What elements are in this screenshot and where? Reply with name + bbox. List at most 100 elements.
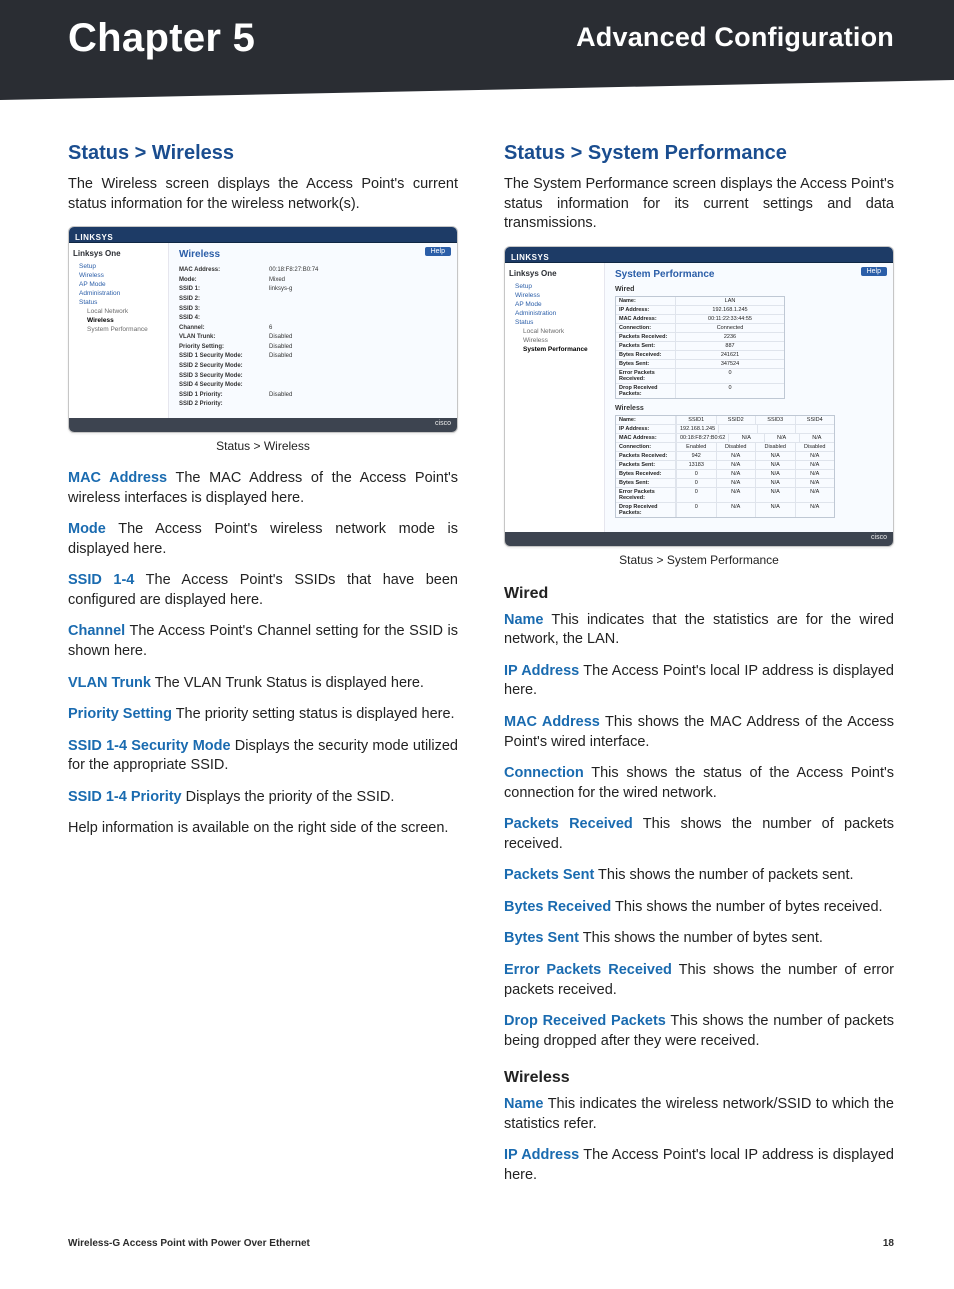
- kv-row: SSID 3 Security Mode:: [179, 372, 449, 382]
- cell-value: Disabled: [795, 443, 835, 451]
- definition-text: The priority setting status is displayed…: [172, 706, 455, 722]
- help-button[interactable]: Help: [425, 247, 451, 256]
- sidebar-item[interactable]: Administration: [73, 289, 164, 298]
- col-header: SSID3: [755, 416, 795, 424]
- definition-para: IP Address The Access Point's local IP a…: [504, 662, 894, 701]
- cell-value: Disabled: [716, 443, 756, 451]
- wired-table: Name:LANIP Address:192.168.1.245MAC Addr…: [615, 296, 785, 399]
- definition-term: Mode: [68, 521, 106, 537]
- cell-key: Packets Sent:: [616, 461, 676, 469]
- definition-para: Name This indicates that the statistics …: [504, 611, 894, 650]
- kv-value: Mixed: [269, 276, 449, 286]
- cell-value: LAN: [676, 297, 784, 305]
- col-header: SSID4: [795, 416, 835, 424]
- definition-para: Drop Received Packets This shows the num…: [504, 1012, 894, 1051]
- definition-para: Mode The Access Point's wireless network…: [68, 520, 458, 559]
- cell-value: N/A: [755, 461, 795, 469]
- table-row: Packets Sent:887: [616, 341, 784, 350]
- cell-value: 13183: [676, 461, 716, 469]
- definition-para: MAC Address The MAC Address of the Acces…: [68, 469, 458, 508]
- screenshot-wireless: LINKSYS Linksys One SetupWirelessAP Mode…: [68, 226, 458, 433]
- definition-term: Connection: [504, 765, 584, 781]
- sidebar-item[interactable]: Local Network: [73, 307, 164, 316]
- kv-row: Mode:Mixed: [179, 276, 449, 286]
- definition-term: IP Address: [504, 1147, 579, 1163]
- table-row: Bytes Sent:347524: [616, 359, 784, 368]
- kv-key: VLAN Trunk:: [179, 333, 269, 343]
- table-header-row: Name:SSID1SSID2SSID3SSID4: [616, 416, 834, 424]
- definition-text: This shows the number of packets sent.: [594, 867, 853, 883]
- cell-value: 00:18:F8:27:B0:62: [676, 434, 728, 442]
- definition-text: This indicates that the statistics are f…: [504, 612, 894, 648]
- definition-term: SSID 1-4: [68, 572, 134, 588]
- page: Chapter 5 Advanced Configuration Status …: [0, 0, 954, 1289]
- cell-key: Name:: [616, 297, 676, 305]
- cell-key: Packets Sent:: [616, 342, 676, 350]
- sidebar-list: SetupWirelessAP ModeAdministrationStatus…: [509, 282, 600, 354]
- kv-value: Disabled: [269, 343, 449, 353]
- definition-term: Packets Received: [504, 816, 633, 832]
- definition-para: SSID 1-4 The Access Point's SSIDs that h…: [68, 571, 458, 610]
- subhead-wired: Wired: [504, 585, 894, 603]
- cell-value: N/A: [795, 479, 835, 487]
- table-row: Connection:EnabledDisabledDisabledDisabl…: [616, 442, 834, 451]
- cell-key: MAC Address:: [616, 315, 676, 323]
- sidebar-item[interactable]: Wireless: [509, 291, 600, 300]
- kv-key: Priority Setting:: [179, 343, 269, 353]
- definition-para: Packets Received This shows the number o…: [504, 815, 894, 854]
- definition-term: MAC Address: [504, 714, 600, 730]
- sidebar-item[interactable]: Wireless: [73, 316, 164, 325]
- kv-row: SSID 2 Security Mode:: [179, 362, 449, 372]
- intro-wireless: The Wireless screen displays the Access …: [68, 175, 458, 214]
- cell-key: Packets Received:: [616, 452, 676, 460]
- kv-value: [269, 372, 449, 382]
- definition-para: Bytes Received This shows the number of …: [504, 898, 894, 918]
- definition-para: Channel The Access Point's Channel setti…: [68, 622, 458, 661]
- sidebar-item[interactable]: Setup: [509, 282, 600, 291]
- cell-key: Bytes Sent:: [616, 479, 676, 487]
- table-row: Packets Received:2236: [616, 332, 784, 341]
- sidebar-item[interactable]: Wireless: [73, 271, 164, 280]
- table-row: Drop Received Packets:0N/AN/AN/A: [616, 502, 834, 517]
- sidebar-item[interactable]: AP Mode: [73, 280, 164, 289]
- table-row: Bytes Received:241621: [616, 350, 784, 359]
- definitions-left: MAC Address The MAC Address of the Acces…: [68, 469, 458, 807]
- cell-value: 887: [676, 342, 784, 350]
- help-button[interactable]: Help: [861, 267, 887, 276]
- sidebar-item[interactable]: Wireless: [509, 336, 600, 345]
- kv-row: SSID 1:linksys-g: [179, 285, 449, 295]
- sidebar-item[interactable]: Setup: [73, 262, 164, 271]
- kv-key: SSID 1 Priority:: [179, 391, 269, 401]
- col-header: SSID2: [716, 416, 756, 424]
- section-title-wireless: Status > Wireless: [68, 142, 458, 165]
- cell-value: [757, 425, 796, 433]
- definition-term: Channel: [68, 623, 125, 639]
- header-right: Advanced Configuration: [576, 22, 894, 53]
- cell-value: 0: [676, 488, 716, 502]
- sidebar-item[interactable]: Status: [509, 318, 600, 327]
- sidebar-item[interactable]: Administration: [509, 309, 600, 318]
- table-row: Drop Received Packets:0: [616, 383, 784, 398]
- wireless-table: Name:SSID1SSID2SSID3SSID4IP Address:192.…: [615, 415, 835, 518]
- table-row: Packets Sent:13183N/AN/AN/A: [616, 460, 834, 469]
- definition-term: MAC Address: [68, 470, 167, 486]
- definition-text: The Access Point's Channel setting for t…: [68, 623, 458, 659]
- cell-value: N/A: [716, 452, 756, 460]
- page-header: Chapter 5 Advanced Configuration: [0, 0, 954, 110]
- cell-key: Name:: [616, 416, 676, 424]
- sidebar-item[interactable]: System Performance: [73, 325, 164, 334]
- wireless-label: Wireless: [615, 405, 885, 412]
- definition-term: Drop Received Packets: [504, 1013, 666, 1029]
- definition-para: Error Packets Received This shows the nu…: [504, 961, 894, 1000]
- sidebar-item[interactable]: AP Mode: [509, 300, 600, 309]
- definition-term: Name: [504, 612, 544, 628]
- sidebar-item[interactable]: Local Network: [509, 327, 600, 336]
- table-row: IP Address:192.168.1.245: [616, 305, 784, 314]
- kv-value: [269, 305, 449, 315]
- sidebar-item[interactable]: Status: [73, 298, 164, 307]
- definition-text: Displays the priority of the SSID.: [182, 789, 395, 805]
- cell-key: IP Address:: [616, 425, 676, 433]
- sidebar-list: SetupWirelessAP ModeAdministrationStatus…: [73, 262, 164, 334]
- definitions-wired: Name This indicates that the statistics …: [504, 611, 894, 1052]
- sidebar-item[interactable]: System Performance: [509, 345, 600, 354]
